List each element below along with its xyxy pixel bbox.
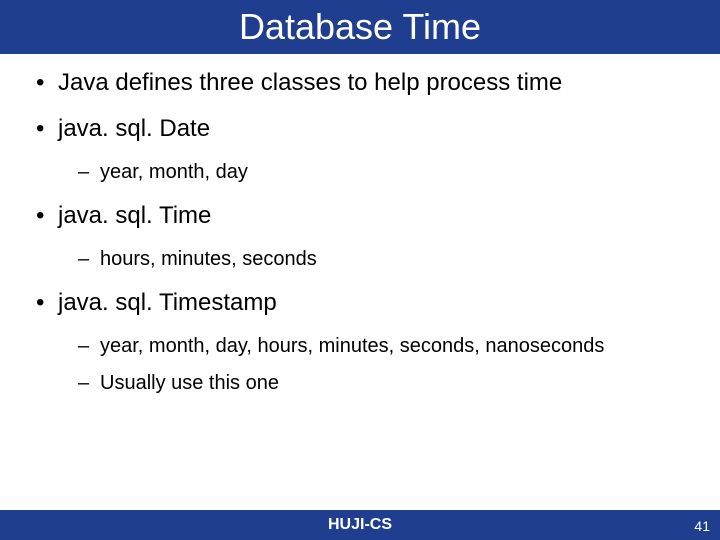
- footer-bar: HUJI-CS 41: [0, 510, 720, 540]
- bullet-item: java. sql. Timestamp: [30, 288, 690, 318]
- bullet-item: java. sql. Date: [30, 114, 690, 144]
- bullet-item: java. sql. Time: [30, 201, 690, 231]
- slide-number: 41: [694, 518, 710, 534]
- title-bar: Database Time: [0, 0, 720, 54]
- slide-title: Database Time: [239, 6, 481, 47]
- sub-bullet-item: year, month, day, hours, minutes, second…: [30, 334, 690, 359]
- slide-content: Java defines three classes to help proce…: [0, 54, 720, 396]
- sub-bullet-item: hours, minutes, seconds: [30, 247, 690, 272]
- slide: Database Time Java defines three classes…: [0, 0, 720, 540]
- footer-center-label: HUJI-CS: [328, 516, 392, 534]
- sub-bullet-item: year, month, day: [30, 160, 690, 185]
- sub-bullet-item: Usually use this one: [30, 371, 690, 396]
- bullet-item: Java defines three classes to help proce…: [30, 68, 690, 98]
